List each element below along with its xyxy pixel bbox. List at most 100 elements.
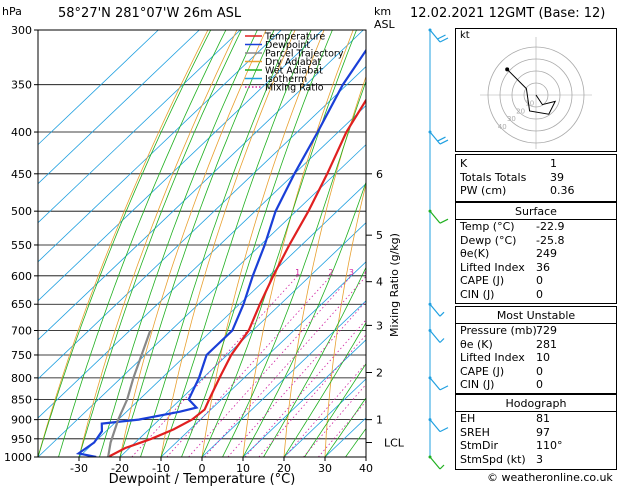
hodograph-ring-label: 20 <box>516 107 525 115</box>
temp-tick-label--30: -30 <box>70 462 88 475</box>
indices-row-value: 1 <box>550 157 557 170</box>
most-unstable-row: Pressure (mb) 729 <box>460 324 612 338</box>
height-ref-label: ASL <box>374 18 395 31</box>
isotherm-line <box>38 105 366 419</box>
wind-barb-1000 <box>428 455 445 470</box>
location-label: 58°27'N 281°07'W 26m ASL <box>58 6 242 21</box>
wet-adiabat-line <box>140 30 293 457</box>
dry-adiabat-line <box>365 438 366 457</box>
surface-row-label: CAPE (J) <box>460 274 505 287</box>
pressure-label-500: 500 <box>11 205 32 218</box>
surface-row-label: θe(K) <box>460 247 490 260</box>
hodograph-params-row-label: EH <box>460 412 476 425</box>
hodograph-params-row-label: SREH <box>460 425 490 439</box>
most-unstable-row-value: 281 <box>536 337 557 351</box>
km-label-6: 6 <box>376 168 383 181</box>
legend-entry: Parcel Trajectory <box>265 49 344 60</box>
most-unstable-title: Most Unstable <box>496 309 576 322</box>
most-unstable-row-value: 10 <box>536 351 550 364</box>
legend-entry: Mixing Ratio <box>265 83 324 94</box>
pressure-label-350: 350 <box>11 79 32 92</box>
dry-adiabat-line <box>119 30 267 457</box>
most-unstable-row-label: CIN (J) <box>460 378 495 391</box>
wet-adiabat-line <box>222 80 366 457</box>
surface-title: Surface <box>515 205 557 218</box>
km-label-2: 2 <box>376 366 383 379</box>
mixing-ratio-label-2: 2 <box>328 268 333 277</box>
hodograph-ring-label: 30 <box>507 115 516 123</box>
indices-row-value: 0.36 <box>550 184 575 197</box>
dry-adiabat-line <box>242 30 354 457</box>
hodograph-params-row-value: 81 <box>536 412 550 425</box>
mixing-ratio-line-1 <box>131 275 299 457</box>
temp-tick-label-30: 30 <box>318 462 332 475</box>
wet-adiabat-line <box>242 180 366 457</box>
series-temperature <box>107 98 366 457</box>
hodograph-params-row: StmDir 110° <box>460 439 612 453</box>
hodograph-panel: 10 20 30 40 kt <box>455 28 617 152</box>
most-unstable-row-value: 0 <box>536 378 543 391</box>
indices-row-value: 39 <box>550 170 564 184</box>
km-label-LCL: LCL <box>384 437 405 450</box>
hodograph-params-row: StmSpd (kt) 3 <box>460 453 612 467</box>
surface-row-label: CIN (J) <box>460 287 495 301</box>
dry-adiabat-line <box>38 30 209 457</box>
hodograph-params-row-value: 110° <box>536 439 563 452</box>
x-axis-label: Dewpoint / Temperature (°C) <box>109 472 296 486</box>
temp-tick-label-40: 40 <box>359 462 373 475</box>
most-unstable-row-label: θe (K) <box>460 337 493 351</box>
indices-row-label: PW (cm) <box>460 184 507 197</box>
surface-row: θe(K) 249 <box>460 247 612 261</box>
pressure-label-700: 700 <box>11 325 32 338</box>
wind-barb-400 <box>428 130 449 145</box>
datetime-label: 12.02.2021 12GMT (Base: 12) <box>410 6 606 21</box>
surface-row: Lifted Index 36 <box>460 261 612 275</box>
series-dewpoint <box>75 48 366 457</box>
indices-row: Totals Totals 39 <box>460 171 612 185</box>
surface-row-value: 0 <box>536 287 543 301</box>
hodograph-params-row-value: 97 <box>536 425 550 439</box>
surface-row-value: -25.8 <box>536 233 565 247</box>
indices-row-label: K <box>460 157 468 170</box>
most-unstable-row-value: 0 <box>536 364 543 378</box>
isotherm-line <box>201 300 366 457</box>
mixing-ratio-axis-label: Mixing Ratio (g/kg) <box>388 233 401 337</box>
hodograph-params-row-label: StmDir <box>460 439 499 452</box>
isotherm-line <box>38 30 282 263</box>
most-unstable-row-label: CAPE (J) <box>460 364 505 378</box>
km-label-4: 4 <box>376 276 383 289</box>
mixing-ratio-label-10: 10 <box>413 268 423 277</box>
wet-adiabat-line <box>58 30 227 457</box>
hodograph-params-panel: Hodograph EH 81 SREH 97 StmDir 110° StmSpd (kt)… <box>455 394 617 470</box>
most-unstable-row: Lifted Index 10 <box>460 351 612 365</box>
most-unstable-row: CAPE (J) 0 <box>460 365 612 379</box>
hodograph-end-dot <box>505 67 510 72</box>
km-label-5: 5 <box>376 229 383 242</box>
most-unstable-row-value: 729 <box>536 324 557 337</box>
surface-row-value: -22.9 <box>536 220 565 233</box>
isotherm-line <box>242 339 366 457</box>
most-unstable-panel: Most Unstable Pressure (mb) 729 θe (K) 281 Li… <box>455 306 617 394</box>
indices-panel: K 1 Totals Totals 39 PW (cm) 0.36 <box>455 154 617 202</box>
mixing-ratio-line-8 <box>244 319 366 457</box>
mixing-ratio-line-2 <box>166 275 332 457</box>
surface-row-label: Dewp (°C) <box>460 233 517 247</box>
wind-barb-900 <box>428 418 449 433</box>
isotherm-line <box>78 183 366 457</box>
surface-row: Dewp (°C) -25.8 <box>460 234 612 248</box>
wet-adiabat-line <box>99 30 258 457</box>
surface-row-value: 249 <box>536 247 557 260</box>
surface-row: CAPE (J) 0 <box>460 274 612 288</box>
temp-tick-label-0: 0 <box>199 462 206 475</box>
pressure-label-800: 800 <box>11 372 32 385</box>
most-unstable-row: CIN (J) 0 <box>460 378 612 392</box>
surface-row-label: Lifted Index <box>460 260 525 274</box>
pressure-label-550: 550 <box>11 239 32 252</box>
height-unit-label: km <box>374 5 392 18</box>
isotherm-line <box>38 30 200 185</box>
indices-row-label: Totals Totals <box>460 170 527 184</box>
hodograph-params-title: Hodograph <box>505 397 567 410</box>
hodograph-params-row-value: 3 <box>536 452 543 466</box>
mixing-ratio-label-8: 8 <box>402 268 407 277</box>
pressure-label-750: 750 <box>11 349 32 362</box>
